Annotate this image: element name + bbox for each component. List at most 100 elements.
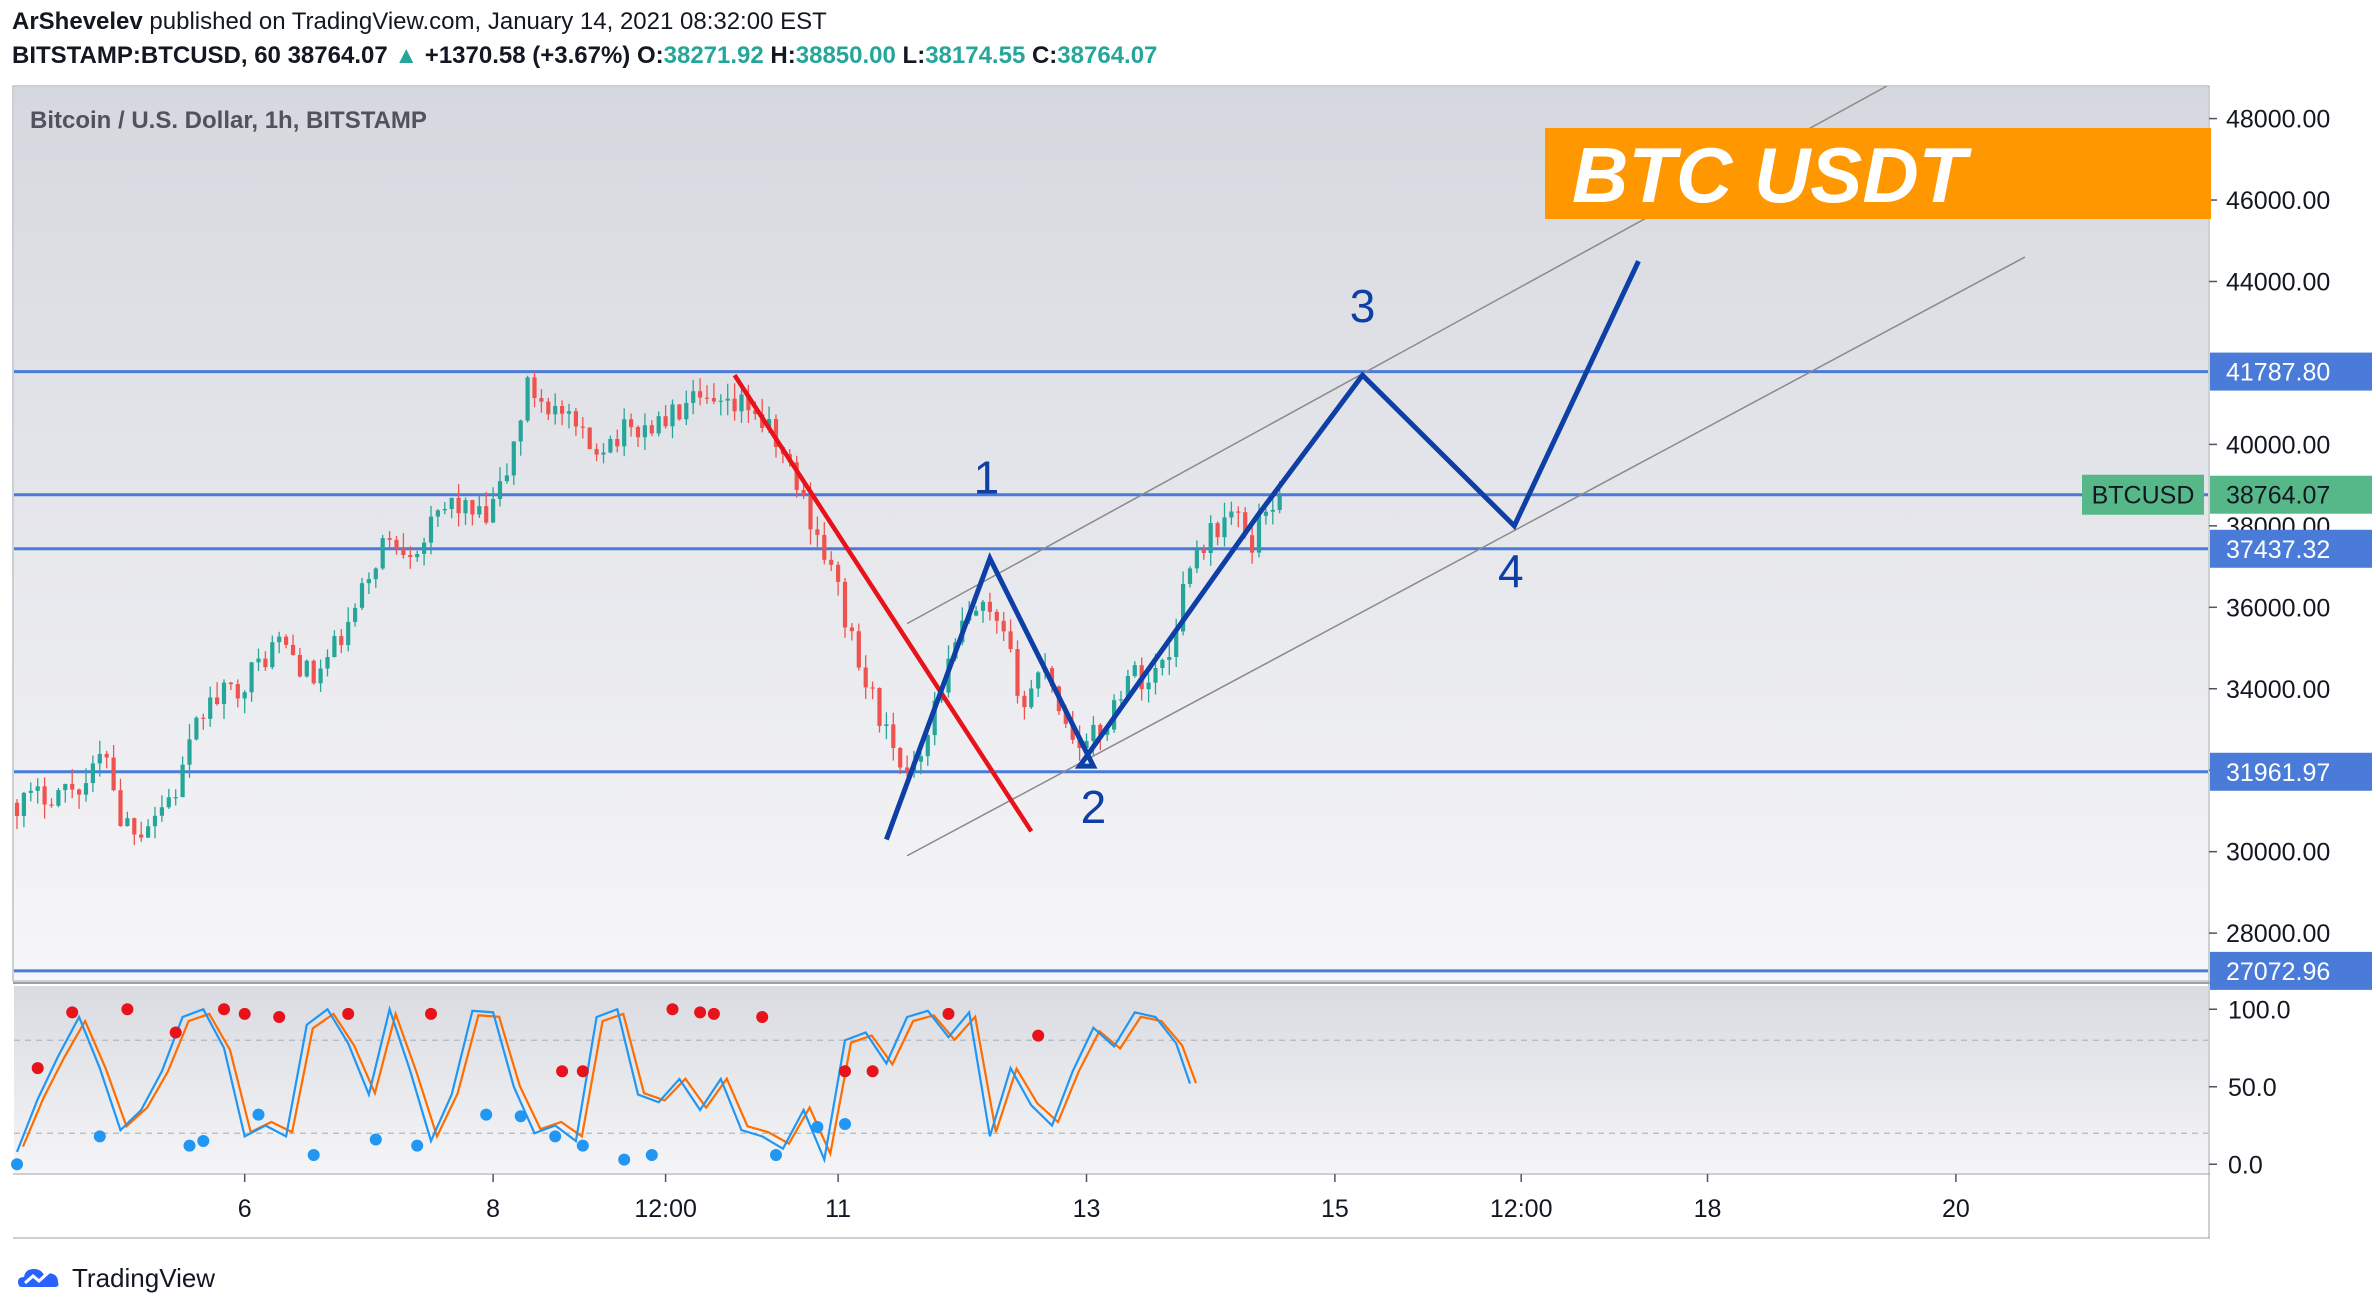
candle-body [49,804,54,806]
overbought-marker [694,1006,707,1019]
candle-body [773,418,779,448]
overbought-marker [556,1065,569,1078]
candle-body [235,684,240,699]
candle-body [1250,535,1255,553]
candle-body [277,636,282,643]
candle-body [463,500,468,514]
candle-body [215,697,220,705]
candle-body [70,783,75,790]
candle-body [1091,724,1096,741]
candle-body [808,495,813,530]
candle-body [1243,512,1248,536]
candle-body [1194,548,1199,569]
price-axis-label-box [2210,352,2372,391]
candle-body [898,747,903,768]
candle-body [539,398,544,402]
main-pane-background [14,87,2208,980]
publish-info: ArShevelev published on TradingView.com,… [12,8,827,36]
x-tick-label: 12:00 [1490,1195,1553,1223]
candle-body [746,394,751,411]
overbought-marker [839,1065,851,1078]
oversold-marker [93,1130,106,1143]
candle-body [1029,688,1034,708]
candle-body [1146,682,1151,690]
candle-body [42,786,47,805]
candle-body [415,553,420,558]
price-axis-label: 31961.97 [2226,759,2330,787]
candle-body [918,756,923,762]
oversold-marker [645,1148,658,1161]
candle-body [863,667,868,688]
candle-body [601,452,606,455]
candle-body [1201,548,1206,553]
candle-body [1118,699,1124,701]
candle-body [1277,494,1282,510]
x-tick-label: 20 [1942,1195,1970,1223]
tradingview-footer[interactable]: TradingView [16,1258,215,1298]
candle-body [532,377,537,399]
candle-body [97,753,102,764]
candle-body [1036,672,1041,689]
oversold-marker [514,1110,527,1123]
candle-body [566,411,572,414]
overbought-marker [31,1062,44,1075]
y-tick-label: 34000.00 [2226,676,2330,704]
price-axis-label-box [2210,752,2372,791]
overbought-marker [238,1007,251,1020]
candle-body [587,427,592,450]
x-tick-label: 13 [1073,1195,1101,1223]
candle-body [242,692,247,699]
candle-body [1208,523,1213,553]
candle-body [221,682,227,705]
overbought-marker [121,1003,134,1016]
candle-body [1105,729,1110,735]
stoch-k-line [15,1005,1192,1164]
overbought-marker [66,1006,79,1019]
low-label: L: [902,42,926,69]
price-axis-label: 41787.80 [2226,359,2330,387]
wave-label: 3 [1350,280,1376,332]
candle-body [987,601,992,612]
tradingview-brand: TradingView [72,1262,216,1293]
candle-body [90,763,95,784]
x-tick-label: 18 [1694,1195,1722,1223]
candle-body [1222,517,1227,538]
candle-body [394,539,399,549]
candle-body [470,500,475,515]
oversold-marker [307,1148,320,1161]
candle-body [753,410,758,415]
oversold-marker [811,1121,824,1134]
candle-body [270,642,275,668]
candle-body [1167,657,1172,660]
candle-body [77,789,82,795]
candle-body [573,411,578,427]
candle-body [1263,511,1268,516]
author-name[interactable]: ArShevelev [12,8,143,35]
high-value: 38850.00 [795,42,896,69]
candle-body [711,398,716,402]
candle-body [208,697,213,719]
candle-body [125,818,130,827]
overbought-marker [273,1011,286,1023]
candle-body [974,610,979,616]
y-tick-label: 44000.00 [2226,268,2330,296]
candle-body [152,815,158,827]
candle-body [484,506,489,523]
candle-body [166,797,171,808]
stoch-y-tick-label: 50.0 [2228,1074,2277,1102]
candle-body [63,783,68,791]
title-banner: BTC USDT [1545,128,2211,219]
candle-body [677,404,682,420]
candle-body [401,548,406,555]
candle-body [649,425,654,434]
candle-body [491,498,496,523]
candle-body [304,660,309,677]
close-label: C: [1031,42,1058,69]
candle-body [642,425,647,438]
candle-body [546,401,551,415]
candle-body [1001,620,1006,632]
candle-body [449,497,454,509]
candle-body [849,627,854,632]
oversold-marker [480,1108,493,1121]
